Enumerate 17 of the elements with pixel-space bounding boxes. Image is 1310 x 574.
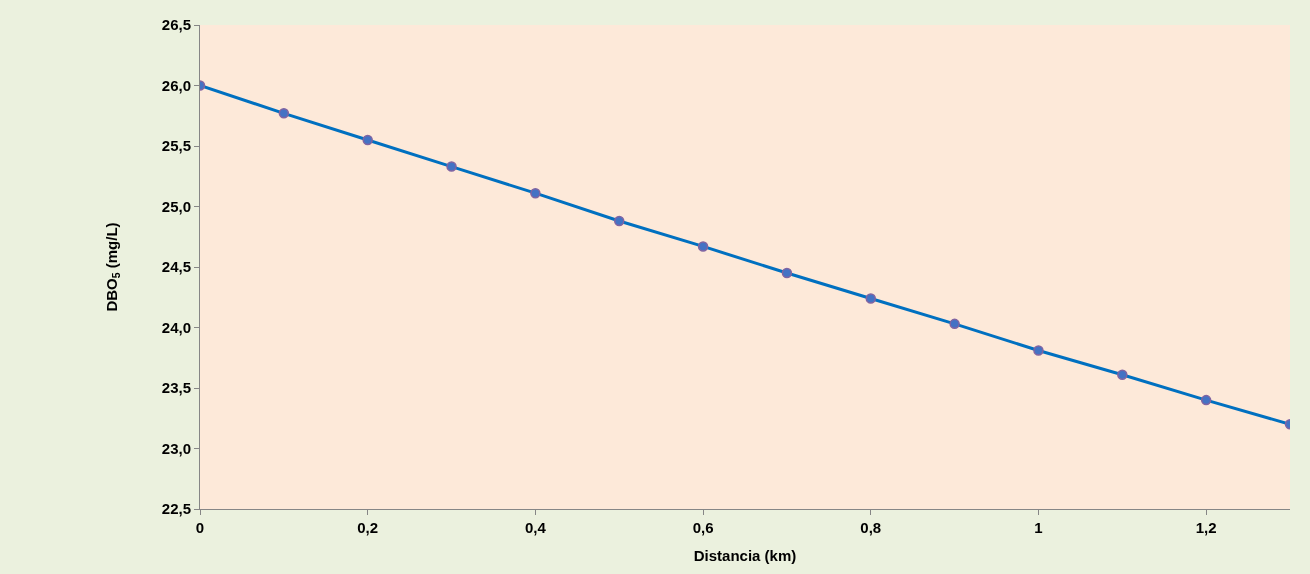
y-tick-label: 24,5 (161, 258, 191, 276)
x-axis-title: Distancia (km) (693, 547, 797, 564)
x-tick-label: 0,2 (357, 519, 379, 536)
x-tick-label: 0,4 (524, 519, 547, 536)
y-tick-label: 26,5 (161, 16, 191, 34)
x-tick-label: 1 (1034, 519, 1043, 536)
y-tick-label: 22,5 (161, 500, 191, 518)
y-tick-label: 25,0 (161, 197, 191, 215)
y-tick-label: 25,5 (161, 137, 191, 155)
y-tick-label: 23,5 (161, 379, 191, 397)
y-tick-label: 23,0 (161, 439, 191, 457)
y-tick-label: 26,0 (161, 76, 191, 94)
x-tick-label: 0,6 (692, 519, 714, 536)
y-tick-label: 24,0 (161, 318, 191, 336)
x-tick-label: 0 (195, 519, 205, 536)
x-tick-label: 1,2 (1195, 519, 1217, 536)
x-tick-label: 0,8 (860, 519, 882, 536)
